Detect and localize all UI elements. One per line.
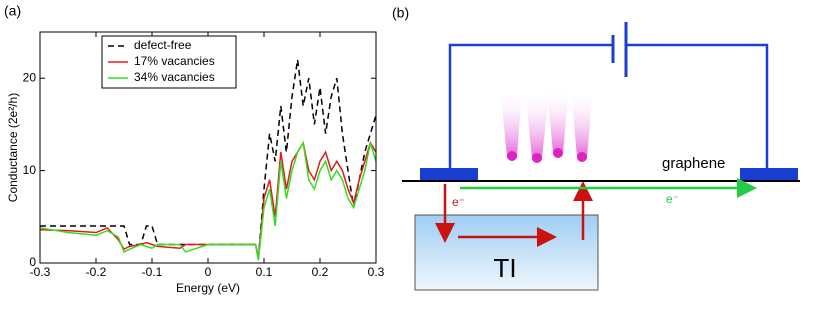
tip-beam — [571, 90, 593, 157]
x-tick-label: 0 — [205, 265, 212, 279]
x-tick-label: 0.2 — [312, 265, 329, 279]
tip — [507, 151, 517, 161]
x-tick-label: -0.3 — [30, 265, 51, 279]
panel-label: (b) — [392, 5, 409, 21]
graphene-label: graphene — [662, 155, 725, 172]
electron-label: e⁻ — [666, 192, 679, 206]
diagram: graphene TI e⁻ e⁻ — [402, 22, 800, 291]
legend-label: 17% vacancies — [134, 54, 215, 68]
x-tick-label: 0.3 — [368, 265, 385, 279]
tip-beam — [547, 88, 569, 153]
ti-label: TI — [493, 253, 516, 283]
electron-label: e⁻ — [452, 195, 465, 209]
tip — [577, 152, 587, 162]
series-line — [39, 140, 377, 259]
tip — [532, 153, 542, 163]
tip-beam — [525, 90, 549, 158]
series-line — [39, 140, 377, 261]
legend-label: defect-free — [134, 38, 192, 52]
x-tick-label: -0.1 — [142, 265, 163, 279]
x-tick-label: -0.2 — [86, 265, 107, 279]
legend-box — [101, 35, 237, 89]
y-tick-label: 0 — [29, 255, 36, 269]
circuit-wire — [448, 43, 769, 168]
electrode — [420, 168, 478, 181]
y-tick-label: 10 — [23, 163, 37, 177]
legend-label: 34% vacancies — [134, 70, 215, 84]
tip — [553, 148, 563, 158]
tip-beam — [500, 90, 522, 156]
x-tick-label: 0.1 — [256, 265, 273, 279]
series-line — [40, 59, 377, 259]
panel-label: (a) — [4, 3, 21, 19]
y-tick-label: 20 — [23, 70, 37, 84]
electrode — [740, 168, 798, 181]
y-axis-label: Conductance (2e²/h) — [6, 93, 20, 202]
x-axis-label: Energy (eV) — [176, 281, 240, 295]
